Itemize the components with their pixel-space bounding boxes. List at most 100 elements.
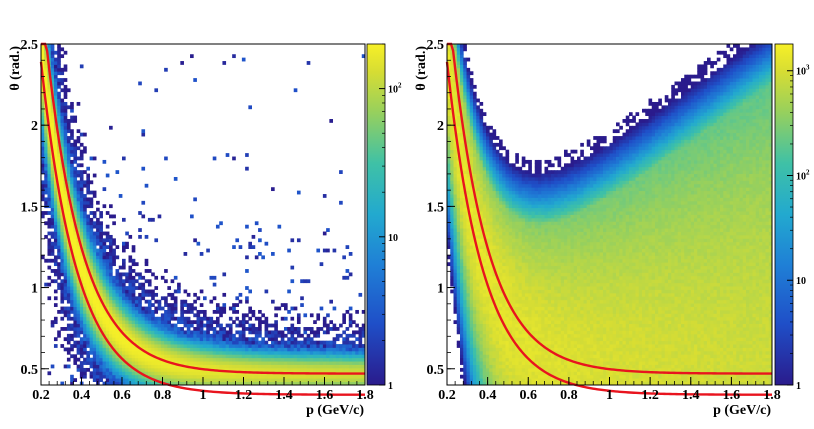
heatmap-cell bbox=[332, 323, 337, 328]
heatmap-cell bbox=[300, 350, 304, 355]
heatmap-cell bbox=[86, 323, 90, 328]
heatmap-cell bbox=[264, 381, 269, 386]
heatmap-cell bbox=[329, 357, 333, 362]
heatmap-cell bbox=[450, 269, 454, 273]
heatmap-cell bbox=[66, 156, 71, 161]
heatmap-cell bbox=[469, 190, 474, 195]
heatmap-cell bbox=[469, 344, 474, 348]
heatmap-cell bbox=[99, 350, 103, 355]
heatmap-cell bbox=[450, 61, 454, 65]
heatmap-cell bbox=[57, 47, 61, 52]
heatmap-cell bbox=[203, 330, 207, 335]
heatmap-cell bbox=[232, 156, 236, 161]
heatmap-cell bbox=[86, 221, 90, 226]
heatmap-cell bbox=[79, 340, 84, 345]
heatmap-cell bbox=[63, 204, 68, 209]
heatmap-cell bbox=[456, 279, 461, 284]
heatmap-cell bbox=[469, 119, 474, 123]
heatmap-cell bbox=[479, 289, 484, 294]
heatmap-cell bbox=[447, 262, 451, 267]
heatmap-cell bbox=[128, 333, 133, 338]
heatmap-cell bbox=[489, 299, 493, 304]
heatmap-cell bbox=[245, 381, 249, 386]
heatmap-cell bbox=[447, 217, 451, 222]
heatmap-cell bbox=[186, 309, 191, 314]
heatmap-cell bbox=[453, 153, 458, 157]
heatmap-cell bbox=[222, 367, 227, 372]
heatmap-cell bbox=[79, 269, 84, 273]
heatmap-cell bbox=[186, 357, 191, 362]
heatmap-cell bbox=[476, 378, 480, 382]
heatmap-cell bbox=[463, 224, 467, 229]
heatmap-cell bbox=[486, 142, 490, 147]
heatmap-cell bbox=[89, 204, 94, 209]
heatmap-cell bbox=[248, 374, 252, 379]
heatmap-cell bbox=[219, 378, 223, 382]
heatmap-cell bbox=[170, 371, 175, 376]
heatmap-cell bbox=[456, 125, 461, 130]
heatmap-cell bbox=[499, 367, 503, 372]
heatmap-cell bbox=[122, 350, 126, 355]
heatmap-cell bbox=[447, 159, 451, 164]
heatmap-cell bbox=[96, 265, 100, 270]
heatmap-cell bbox=[50, 50, 55, 55]
heatmap-cell bbox=[41, 50, 45, 55]
heatmap-cell bbox=[144, 340, 149, 345]
heatmap-cell bbox=[296, 378, 301, 382]
heatmap-cell bbox=[203, 296, 207, 301]
heatmap-cell bbox=[515, 166, 519, 171]
heatmap-cell bbox=[86, 238, 90, 243]
heatmap-cell bbox=[63, 149, 68, 154]
heatmap-cell bbox=[50, 78, 55, 82]
heatmap-cell bbox=[180, 357, 184, 362]
heatmap-cell bbox=[495, 333, 500, 338]
heatmap-cell bbox=[469, 361, 474, 365]
heatmap-cell bbox=[258, 238, 262, 243]
heatmap-cell bbox=[502, 234, 506, 239]
heatmap-cell bbox=[466, 296, 471, 301]
heatmap-cell bbox=[518, 327, 523, 331]
heatmap-cell bbox=[235, 323, 240, 328]
heatmap-cell bbox=[492, 316, 497, 321]
heatmap-cell bbox=[96, 361, 100, 365]
heatmap-cell bbox=[277, 364, 282, 369]
heatmap-cell bbox=[63, 262, 68, 267]
heatmap-cell bbox=[73, 159, 78, 164]
heatmap-cell bbox=[112, 344, 116, 348]
heatmap-cell bbox=[348, 347, 353, 352]
heatmap-cell bbox=[86, 330, 90, 335]
heatmap-cell bbox=[469, 194, 474, 198]
heatmap-cell bbox=[228, 381, 233, 386]
heatmap-cell bbox=[319, 374, 324, 379]
heatmap-cell bbox=[499, 272, 503, 277]
heatmap-cell bbox=[73, 269, 78, 273]
heatmap-cell bbox=[89, 374, 94, 379]
heatmap-cell bbox=[316, 350, 321, 355]
heatmap-cell bbox=[173, 296, 178, 301]
heatmap-cell bbox=[235, 309, 240, 314]
heatmap-cell bbox=[476, 286, 480, 290]
heatmap-cell bbox=[89, 272, 94, 277]
heatmap-cell bbox=[486, 367, 490, 372]
heatmap-cell bbox=[109, 320, 113, 325]
heatmap-cell bbox=[492, 361, 497, 365]
heatmap-cell bbox=[502, 207, 506, 212]
heatmap-cell bbox=[515, 214, 519, 219]
heatmap-cell bbox=[287, 357, 291, 362]
heatmap-cell bbox=[479, 333, 484, 338]
heatmap-cell bbox=[495, 299, 500, 304]
heatmap-cell bbox=[134, 306, 139, 311]
heatmap-cell bbox=[453, 303, 458, 307]
heatmap-cell bbox=[83, 347, 87, 352]
heatmap-cell bbox=[508, 170, 513, 174]
heatmap-cell bbox=[44, 149, 48, 154]
heatmap-cell bbox=[79, 153, 84, 157]
heatmap-cell bbox=[57, 241, 61, 246]
heatmap-cell bbox=[495, 245, 500, 249]
heatmap-cell bbox=[144, 367, 149, 372]
heatmap-cell bbox=[515, 296, 519, 301]
heatmap-cell bbox=[482, 187, 487, 192]
heatmap-cell bbox=[502, 252, 506, 256]
heatmap-cell bbox=[482, 190, 487, 195]
heatmap-cell bbox=[235, 296, 240, 301]
